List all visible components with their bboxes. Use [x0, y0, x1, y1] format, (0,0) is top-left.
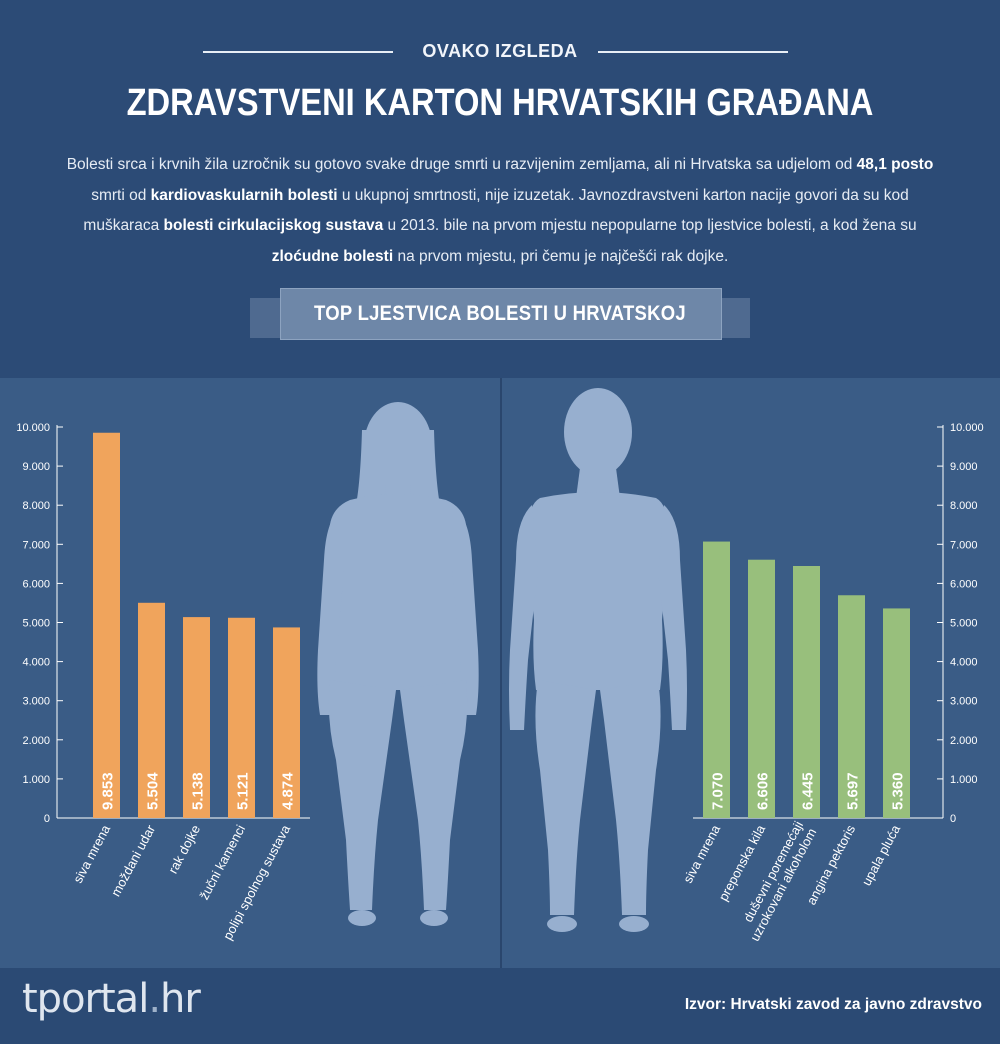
page-title: ZDRAVSTVENI KARTON HRVATSKIH GRAĐANA	[126, 82, 874, 124]
men-y-tick-label: 10.000	[950, 422, 984, 434]
intro-text: na prvom mjestu, pri čemu je najčešći ra…	[393, 247, 729, 265]
men-y-tick-label: 6.000	[950, 578, 978, 590]
kicker-line-right	[598, 51, 788, 53]
women-bar	[138, 602, 165, 818]
intro-text: Bolesti srca i krvnih žila uzročnik su g…	[66, 156, 857, 173]
women-bar	[93, 432, 120, 818]
men-y-tick-label: 8.000	[950, 500, 978, 512]
intro-text: smrti od	[91, 186, 151, 204]
women-y-tick-label: 7.000	[22, 539, 50, 551]
men-y-tick-label: 9.000	[950, 461, 978, 473]
intro-text: u 2013. bile na prvom mjestu nepopularne…	[383, 217, 917, 234]
women-bar-value-label: 5.138	[190, 772, 207, 810]
men-bar-value-label: 6.606	[755, 772, 772, 810]
men-y-tick-label: 0	[950, 813, 956, 825]
kicker-text: OVAKO IZGLEDA	[422, 41, 578, 61]
women-y-tick-label: 2.000	[22, 735, 50, 747]
men-bar	[838, 595, 865, 818]
men-y-tick-label: 4.000	[950, 657, 978, 669]
men-bar	[793, 566, 820, 818]
intro-highlight: zloćudne bolesti	[271, 247, 394, 265]
men-y-tick-label: 7.000	[950, 539, 978, 551]
ribbon-banner: TOP LJESTVICA BOLESTI U HRVATSKOJ	[250, 288, 750, 340]
men-category-label: upala pluća	[859, 822, 904, 888]
women-y-tick-label: 1.000	[22, 774, 50, 786]
women-category-label: žučni kamenci	[196, 822, 248, 902]
men-bar-value-label: 6.445	[800, 772, 817, 810]
source-credit: Izvor: Hrvatski zavod za javno zdravstvo	[684, 996, 982, 1013]
panel-divider	[500, 378, 502, 968]
men-bar-value-label: 5.697	[845, 772, 862, 810]
men-bar	[883, 608, 910, 818]
women-bar	[183, 617, 210, 818]
women-category-label: moždani udar	[108, 822, 159, 899]
men-bar-value-label: 7.070	[710, 772, 727, 810]
women-y-tick-label: 5.000	[22, 618, 50, 630]
women-y-tick-label: 8.000	[22, 500, 50, 512]
women-y-tick-label: 3.000	[22, 696, 50, 708]
ribbon-body	[280, 288, 722, 340]
women-bar-value-label: 4.874	[280, 772, 297, 810]
men-y-tick-label: 2.000	[950, 735, 978, 747]
men-bar-value-label: 5.360	[890, 772, 907, 810]
intro-highlight: bolesti cirkulacijskog sustava	[163, 217, 384, 234]
tportal-logo[interactable]: tportal.hr	[22, 976, 201, 1022]
kicker-line-left	[203, 51, 393, 53]
intro-paragraph: Bolesti srca i krvnih žila uzročnik su g…	[60, 150, 940, 272]
women-y-tick-label: 10.000	[16, 422, 50, 434]
women-category-label: rak dojke	[165, 822, 203, 876]
women-bar	[273, 627, 300, 818]
women-y-tick-label: 6.000	[22, 578, 50, 590]
intro-text: u ukupnoj smrtnosti, nije izuzetak. Javn…	[83, 186, 909, 235]
women-y-tick-label: 9.000	[22, 461, 50, 473]
women-bar-value-label: 9.853	[100, 772, 117, 810]
men-category-label: siva mrena	[680, 822, 723, 886]
men-y-tick-label: 1.000	[950, 774, 978, 786]
men-y-tick-label: 3.000	[950, 696, 978, 708]
women-bar	[228, 617, 255, 818]
intro-highlight: kardiovaskularnih bolesti	[150, 186, 338, 204]
male-silhouette-icon	[509, 388, 687, 932]
men-y-tick-label: 5.000	[950, 618, 978, 630]
men-bar	[703, 541, 730, 818]
ribbon-title: TOP LJESTVICA BOLESTI U HRVATSKOJ	[314, 302, 686, 325]
women-bar-value-label: 5.121	[235, 772, 252, 810]
men-bar	[748, 559, 775, 818]
intro-highlight: 48,1 posto	[856, 156, 934, 173]
women-bar-value-label: 5.504	[145, 772, 162, 810]
kicker-row: OVAKO IZGLEDA	[0, 38, 1000, 66]
women-y-tick-label: 4.000	[22, 657, 50, 669]
female-silhouette-icon	[317, 402, 479, 926]
women-y-tick-label: 0	[44, 813, 50, 825]
women-category-label: siva mrena	[70, 822, 113, 886]
footer: tportal.hr Izvor: Hrvatski zavod za javn…	[0, 968, 1000, 1044]
